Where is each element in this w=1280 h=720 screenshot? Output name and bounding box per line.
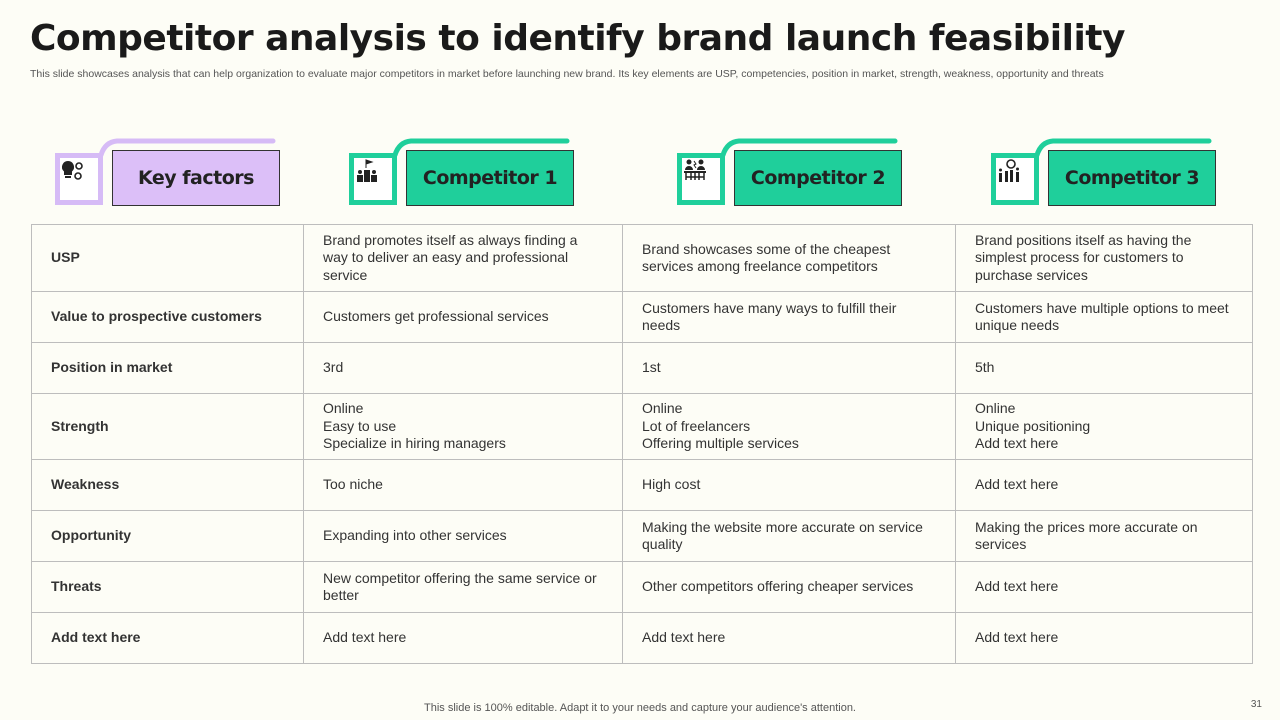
table-row: USP Brand promotes itself as always findi… [31, 224, 1253, 292]
competitor-cell: Add text here [955, 612, 1253, 664]
table-row: Position in market 3rd 1st 5th [31, 342, 1253, 394]
page-subtitle: This slide showcases analysis that can h… [30, 68, 1104, 80]
competitor-cell: Making the website more accurate on serv… [622, 510, 956, 562]
competitor-cell: Online Lot of freelancers Offering multi… [622, 393, 956, 460]
factor-cell: Add text here [31, 612, 304, 664]
table-row: Value to prospective customers Customers … [31, 291, 1253, 343]
table-row: Add text here Add text here Add text here A… [31, 612, 1253, 664]
competitor-cell: Online Easy to use Specialize in hiring … [303, 393, 623, 460]
competitor-cell: Expanding into other services [303, 510, 623, 562]
table-row: Strength Online Easy to use Specialize in… [31, 393, 1253, 460]
header-label: Competitor 1 [406, 150, 574, 206]
competitor-cell: Too niche [303, 459, 623, 511]
competitor-cell: 3rd [303, 342, 623, 394]
competitor-cell: Add text here [303, 612, 623, 664]
header-card-key-factors: Key factors [55, 138, 285, 208]
factor-cell: Position in market [31, 342, 304, 394]
competitor-cell: 1st [622, 342, 956, 394]
table-row: Threats New competitor offering the same … [31, 561, 1253, 613]
competitor-cell: Add text here [955, 561, 1253, 613]
header-label: Key factors [112, 150, 280, 206]
factor-cell: Threats [31, 561, 304, 613]
factor-cell: Weakness [31, 459, 304, 511]
lightbulb-gears-icon [55, 153, 103, 205]
comparison-table: USP Brand promotes itself as always findi… [31, 224, 1253, 664]
competitor-cell: Customers get professional services [303, 291, 623, 343]
factor-cell: Value to prospective customers [31, 291, 304, 343]
factor-cell: USP [31, 224, 304, 292]
factor-cell: Strength [31, 393, 304, 460]
bracket-line [98, 138, 276, 158]
competitor-cell: Online Unique positioning Add text here [955, 393, 1253, 460]
header-card-competitor-3: Competitor 3 [991, 138, 1221, 208]
table-row: Opportunity Expanding into other services… [31, 510, 1253, 562]
header-card-competitor-2: Competitor 2 [677, 138, 907, 208]
competitor-cell: Add text here [622, 612, 956, 664]
meeting-presentation-icon [677, 153, 725, 205]
growth-people-chart-icon [991, 153, 1039, 205]
competitor-cell: Making the prices more accurate on servi… [955, 510, 1253, 562]
competitor-cell: Other competitors offering cheaper servi… [622, 561, 956, 613]
bracket-line [1034, 138, 1212, 158]
competitor-cell: Brand showcases some of the cheapest ser… [622, 224, 956, 292]
competitor-cell: Brand promotes itself as always finding … [303, 224, 623, 292]
page-number: 31 [1250, 699, 1262, 710]
page-title: Competitor analysis to identify brand la… [30, 18, 1125, 59]
bracket-line [392, 138, 570, 158]
competitor-cell: Customers have multiple options to meet … [955, 291, 1253, 343]
table-row: Weakness Too niche High cost Add text here [31, 459, 1253, 511]
competitor-cell: Customers have many ways to fulfill thei… [622, 291, 956, 343]
competitor-cell: Brand positions itself as having the sim… [955, 224, 1253, 292]
competitor-cell: New competitor offering the same service… [303, 561, 623, 613]
competitor-cell: High cost [622, 459, 956, 511]
footer-note: This slide is 100% editable. Adapt it to… [424, 702, 856, 714]
header-label: Competitor 3 [1048, 150, 1216, 206]
factor-cell: Opportunity [31, 510, 304, 562]
header-card-competitor-1: Competitor 1 [349, 138, 579, 208]
header-label: Competitor 2 [734, 150, 902, 206]
podium-team-icon [349, 153, 397, 205]
bracket-line [720, 138, 898, 158]
competitor-cell: Add text here [955, 459, 1253, 511]
competitor-cell: 5th [955, 342, 1253, 394]
